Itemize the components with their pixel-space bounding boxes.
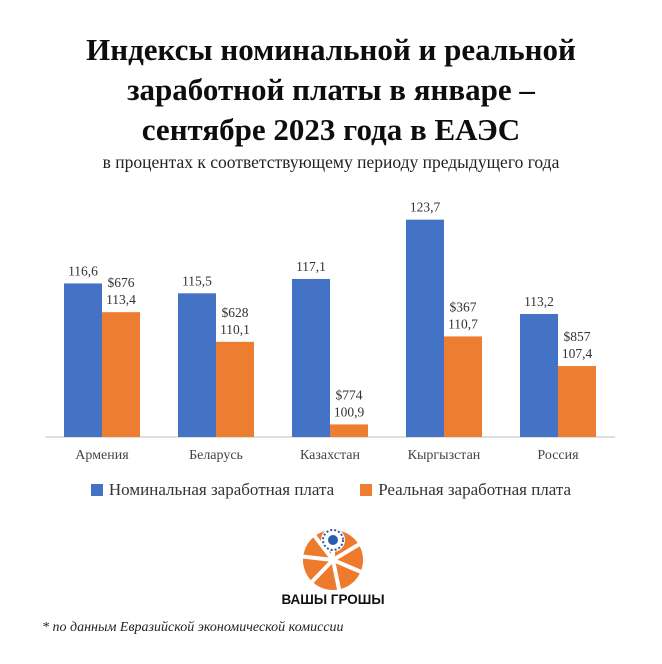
legend-label-real: Реальная заработная плата — [378, 480, 572, 499]
data-label-real-0: 113,4 — [106, 292, 136, 307]
data-label-real-1: 110,1 — [220, 322, 250, 337]
data-label-real-4: 107,4 — [562, 346, 593, 361]
logo-blue-core — [328, 535, 338, 545]
bar-real-1 — [216, 341, 254, 437]
logo-blue-ornament — [322, 529, 344, 551]
data-label-real-3: 110,7 — [448, 316, 478, 331]
bar-real-4 — [558, 366, 596, 437]
data-label-real-2: 100,9 — [334, 404, 365, 419]
annotation-usd-2: $774 — [336, 387, 363, 402]
bar-real-2 — [330, 424, 368, 437]
title-line-1: Индексы номинальной и реальной — [86, 32, 576, 67]
annotation-usd-1: $628 — [222, 305, 249, 320]
legend-swatch-nominal — [90, 484, 103, 496]
x-tick-label-2: Казахстан — [300, 448, 360, 463]
data-label-nominal-3: 123,7 — [410, 200, 441, 215]
bar-chart: 116,6 113,4 $676 Армения 115,5 110,1 $628 Белар… — [45, 200, 615, 463]
legend-swatch-real — [360, 484, 373, 496]
annotation-usd-0: $676 — [108, 275, 135, 290]
vashy-groshy-logo — [297, 526, 367, 595]
chart-title: Индексы номинальной и реальной заработно… — [0, 30, 662, 150]
legend-label-nominal: Номинальная заработная плата — [108, 480, 335, 499]
bar-nominal-1 — [178, 293, 216, 437]
footnote: * по данным Евразийской экономической ко… — [42, 620, 344, 635]
data-label-nominal-0: 116,6 — [68, 263, 98, 278]
annotation-usd-4: $857 — [564, 329, 591, 344]
data-label-nominal-2: 117,1 — [296, 259, 326, 274]
x-tick-label-1: Беларусь — [189, 448, 243, 463]
title-line-2: заработной платы в январе – — [127, 72, 535, 107]
data-label-nominal-4: 113,2 — [524, 294, 554, 309]
bar-nominal-3 — [406, 219, 444, 437]
bar-real-0 — [102, 312, 140, 437]
title-line-3: сентябре 2023 года в ЕАЭС — [141, 112, 521, 147]
legend-item-nominal: Номинальная заработная плата — [90, 480, 335, 500]
bar-nominal-0 — [64, 283, 102, 437]
bar-nominal-4 — [520, 313, 558, 437]
bar-nominal-2 — [292, 278, 330, 437]
annotation-usd-3: $367 — [450, 299, 477, 314]
bar-real-3 — [444, 336, 482, 437]
x-tick-label-0: Армения — [75, 448, 129, 463]
x-tick-label-4: Россия — [537, 448, 579, 463]
chart-legend: Номинальная заработная плата Реальная за… — [0, 480, 662, 500]
data-label-nominal-1: 115,5 — [182, 273, 212, 288]
chart-subtitle: в процентах к соответствующему периоду п… — [102, 152, 560, 172]
logo-text: ВАШЫ ГРОШЫ — [281, 592, 385, 607]
x-tick-label-3: Кыргызстан — [408, 448, 481, 463]
legend-item-real: Реальная заработная плата — [360, 480, 571, 500]
